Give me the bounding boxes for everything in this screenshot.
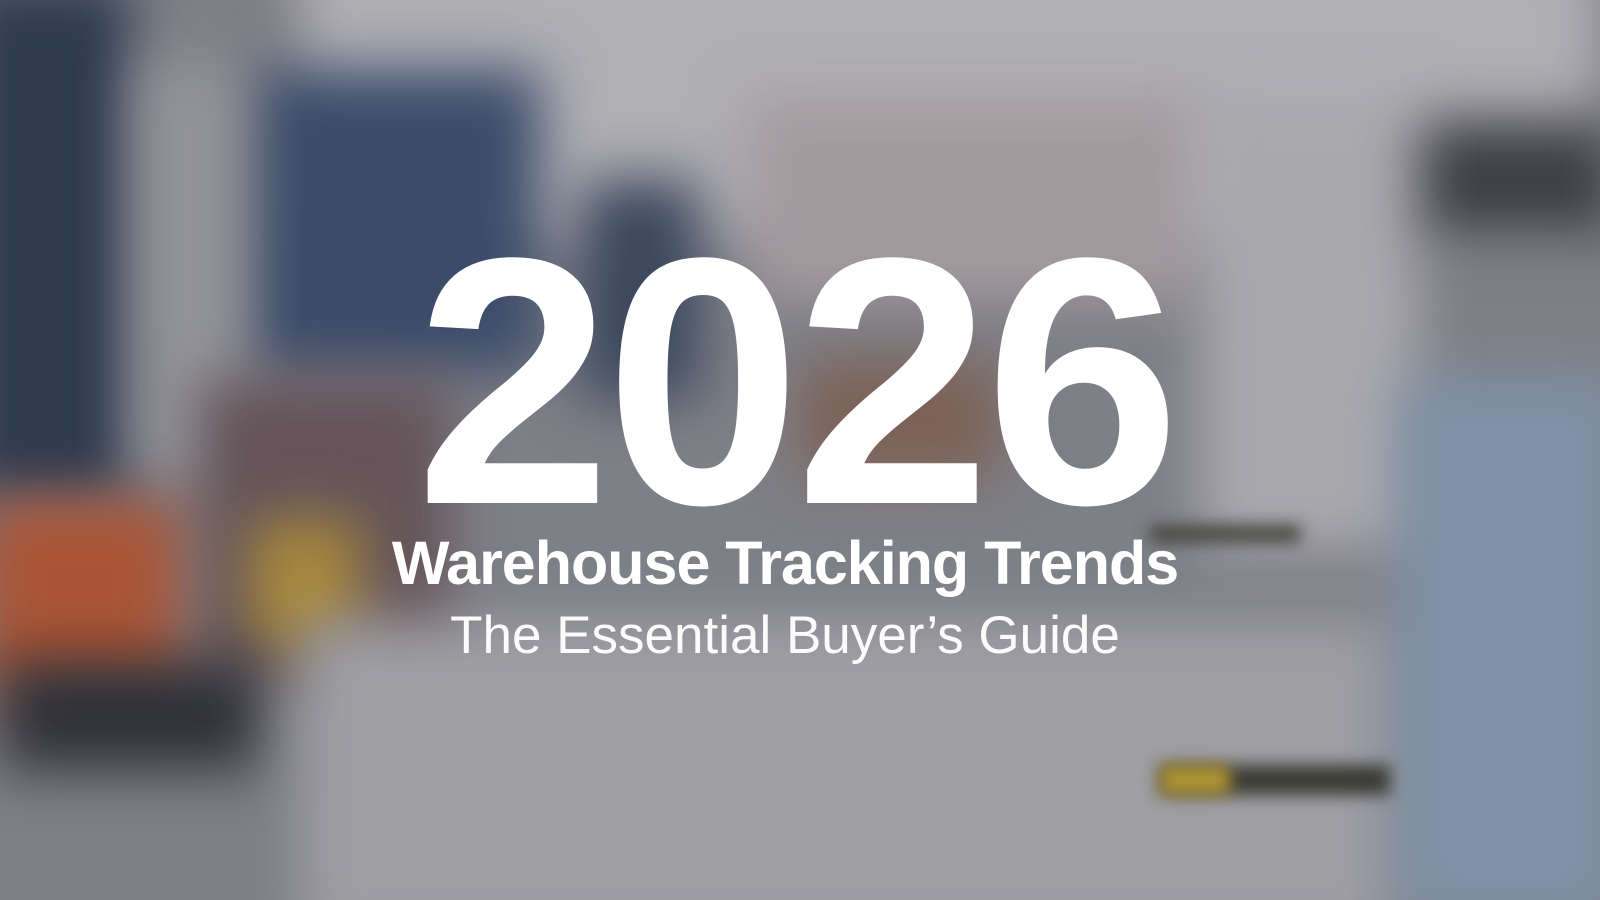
hero-subtitle: The Essential Buyer’s Guide <box>450 606 1120 665</box>
hero-year: 2026 <box>415 184 1180 578</box>
hero-title: Warehouse Tracking Trends <box>391 529 1179 597</box>
